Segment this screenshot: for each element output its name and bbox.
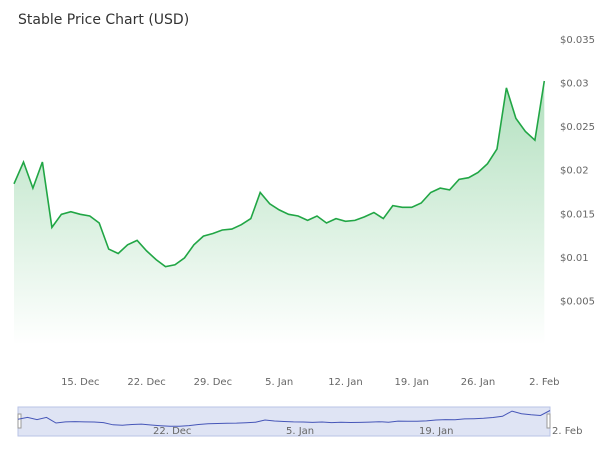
x-tick-label: 12. Jan bbox=[328, 377, 363, 388]
x-tick-label: 22. Dec bbox=[127, 377, 165, 388]
navigator-line bbox=[17, 410, 551, 427]
y-tick-label: $0.005 bbox=[560, 296, 595, 307]
navigator-handle[interactable] bbox=[546, 413, 551, 429]
navigator-handle[interactable] bbox=[17, 413, 22, 429]
x-tick-label: 2. Feb bbox=[529, 377, 559, 388]
y-tick-label: $0.01 bbox=[560, 253, 589, 264]
navigator-label: 2. Feb bbox=[552, 426, 582, 437]
area bbox=[14, 81, 545, 345]
y-tick-label: $0.03 bbox=[560, 79, 589, 90]
x-tick-label: 29. Dec bbox=[194, 377, 232, 388]
line bbox=[13, 80, 546, 268]
navigator-label: 22. Dec bbox=[153, 426, 191, 437]
y-tick-label: $0.035 bbox=[560, 35, 595, 46]
chart-title: Stable Price Chart (USD) bbox=[18, 12, 189, 28]
y-tick-label: $0.025 bbox=[560, 122, 595, 133]
navigator-label: 5. Jan bbox=[286, 426, 314, 437]
x-tick-label: 19. Jan bbox=[394, 377, 429, 388]
x-tick-label: 5. Jan bbox=[265, 377, 293, 388]
navigator-label: 19. Jan bbox=[419, 426, 454, 437]
y-tick-label: $0.015 bbox=[560, 209, 595, 220]
y-tick-label: $0.02 bbox=[560, 166, 589, 177]
x-tick-label: 15. Dec bbox=[61, 377, 99, 388]
x-tick-label: 26. Jan bbox=[461, 377, 496, 388]
